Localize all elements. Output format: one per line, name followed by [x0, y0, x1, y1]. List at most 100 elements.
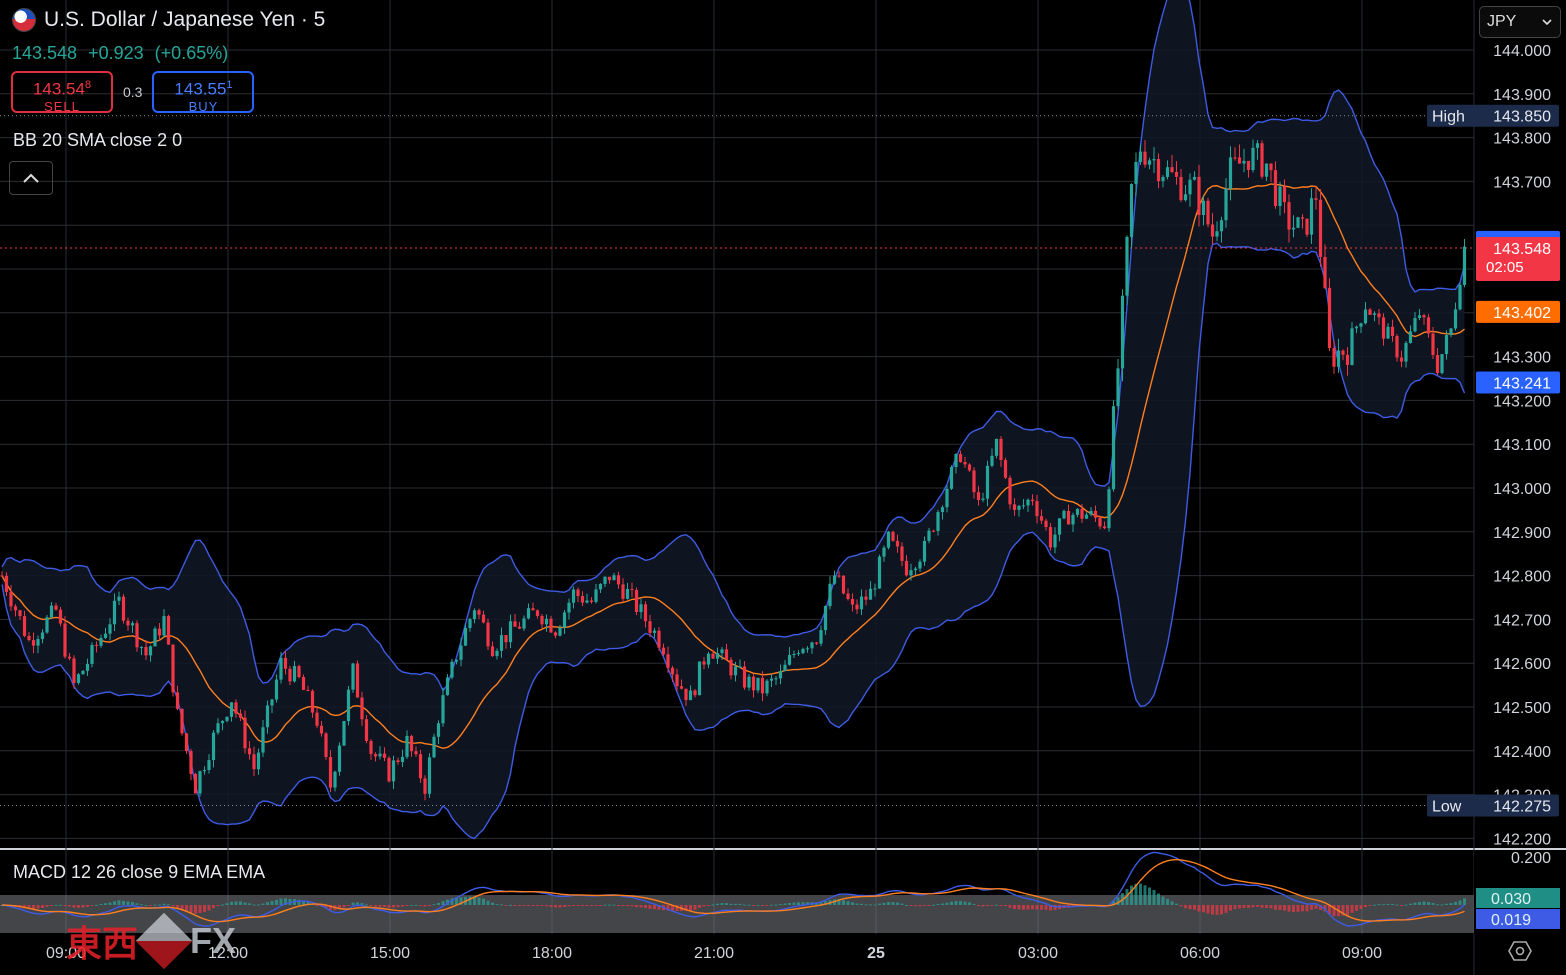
macd-hist-bar [1431, 903, 1435, 905]
candle-body [900, 546, 904, 561]
quote-line: 143.548 +0.923 (+0.65%) [12, 43, 234, 64]
macd-hist-bar [68, 905, 71, 907]
candle-body [931, 530, 936, 532]
macd-hist-bar [1319, 905, 1322, 910]
candle-body [607, 576, 612, 581]
candle-body [1251, 147, 1255, 171]
current-price-badge-countdown: 02:05 [1486, 259, 1524, 276]
macd-hist-bar [1445, 903, 1448, 905]
candle-body [864, 596, 868, 600]
macd-hist-bar [693, 905, 697, 910]
candle-body [1354, 326, 1359, 329]
macd-hist-bar [684, 905, 688, 911]
candle-body [373, 754, 378, 757]
candle-body [720, 649, 724, 654]
settings-gear-icon[interactable] [1506, 940, 1534, 964]
macd-hist-bar [108, 902, 112, 905]
candle-body [238, 713, 243, 718]
candle-body [567, 602, 571, 613]
macd-hist-bar [1202, 905, 1205, 913]
candle-body [945, 488, 949, 508]
macd-hist-bar [225, 903, 229, 905]
price-tick-label: 142.500 [1493, 700, 1551, 717]
candle-body [769, 678, 774, 681]
candle-body [697, 661, 702, 696]
macd-hist-bar [194, 905, 197, 914]
candle-body [1246, 160, 1251, 171]
macd-hist-bar [905, 904, 908, 906]
candle-body [1224, 188, 1228, 221]
candle-body [1174, 171, 1179, 177]
candle-body [126, 620, 130, 626]
macd-hist-bar [887, 902, 890, 905]
candle-body [666, 654, 670, 668]
candle-body [112, 600, 117, 625]
low-badge-bg [1427, 794, 1559, 817]
candle-body [531, 608, 535, 611]
macd-histogram [0, 883, 1466, 917]
macd-hist-bar [1422, 901, 1426, 905]
macd-hist-bar [122, 900, 125, 905]
currency-select[interactable]: JPY [1479, 6, 1561, 38]
macd-hist-bar [1238, 905, 1241, 909]
macd-hist-bar [617, 905, 620, 906]
macd-hist-bar [878, 903, 881, 905]
candle-body [1021, 505, 1026, 507]
candle-body [18, 610, 22, 617]
macd-hist-bar [117, 900, 121, 905]
macd-hist-bar [437, 902, 440, 905]
candle-body [301, 677, 306, 690]
spread-value: 0.3 [123, 84, 143, 100]
macd-hist-bar [405, 905, 409, 906]
candle-body [477, 610, 481, 615]
chevron-down-icon [1542, 19, 1552, 26]
price-tick-label: 142.800 [1493, 569, 1551, 586]
macd-hist-bar [468, 896, 472, 905]
candle-body [940, 507, 945, 513]
macd-hist-bar [612, 904, 616, 906]
macd-hist-bar [608, 904, 611, 906]
macd-hist-bar [153, 904, 157, 906]
time-tick-label: 25 [867, 945, 885, 962]
candle-body [418, 754, 423, 779]
macd-hist-bar [923, 905, 926, 906]
candle-body [1386, 326, 1390, 339]
macd-hist-bar [410, 904, 413, 906]
candle-body [1152, 159, 1156, 161]
macd-hist-bar [576, 905, 580, 906]
symbol-title[interactable]: U.S. Dollar / Japanese Yen · 5 [12, 8, 325, 32]
macd-hist-bar [374, 905, 377, 907]
candle-body [225, 716, 229, 721]
macd-hist-bar [918, 905, 922, 907]
price-tick-label: 142.900 [1493, 525, 1551, 542]
macd-hist-bar [171, 905, 175, 907]
macd-hist-bar [909, 905, 913, 906]
candle-body [963, 462, 967, 465]
candle-body [45, 617, 49, 633]
candle-body [1039, 516, 1044, 521]
candle-body [1435, 355, 1440, 374]
candle-body [1359, 323, 1363, 327]
macd-hist-bar [360, 903, 364, 905]
macd-hist-bar [1031, 905, 1034, 910]
macd-hist-bar [1035, 905, 1039, 910]
candle-body [1030, 499, 1035, 502]
buy-button[interactable]: 143.551 BUY [152, 71, 255, 114]
macd-indicator-label[interactable]: MACD 12 26 close 9 EMA EMA [13, 862, 266, 882]
macd-hist-bar [203, 905, 206, 912]
macd-hist-bar [176, 905, 179, 909]
bb-basis-badge-bg [1476, 300, 1560, 323]
collapse-button[interactable] [9, 161, 53, 195]
macd-hist-bar [527, 905, 530, 906]
macd-hist-bar [896, 902, 899, 905]
candle-body [1291, 227, 1296, 230]
macd-hist-bar [639, 905, 643, 908]
sell-button[interactable]: 143.548 SELL [11, 71, 113, 114]
macd-hist-bar [869, 904, 872, 906]
bb-indicator-label[interactable]: BB 20 SMA close 2 0 [13, 130, 183, 150]
candle-body [1422, 315, 1426, 318]
sell-price-sup: 8 [84, 79, 92, 91]
macd-hist-bar [455, 897, 458, 905]
candle-body [1345, 354, 1350, 365]
